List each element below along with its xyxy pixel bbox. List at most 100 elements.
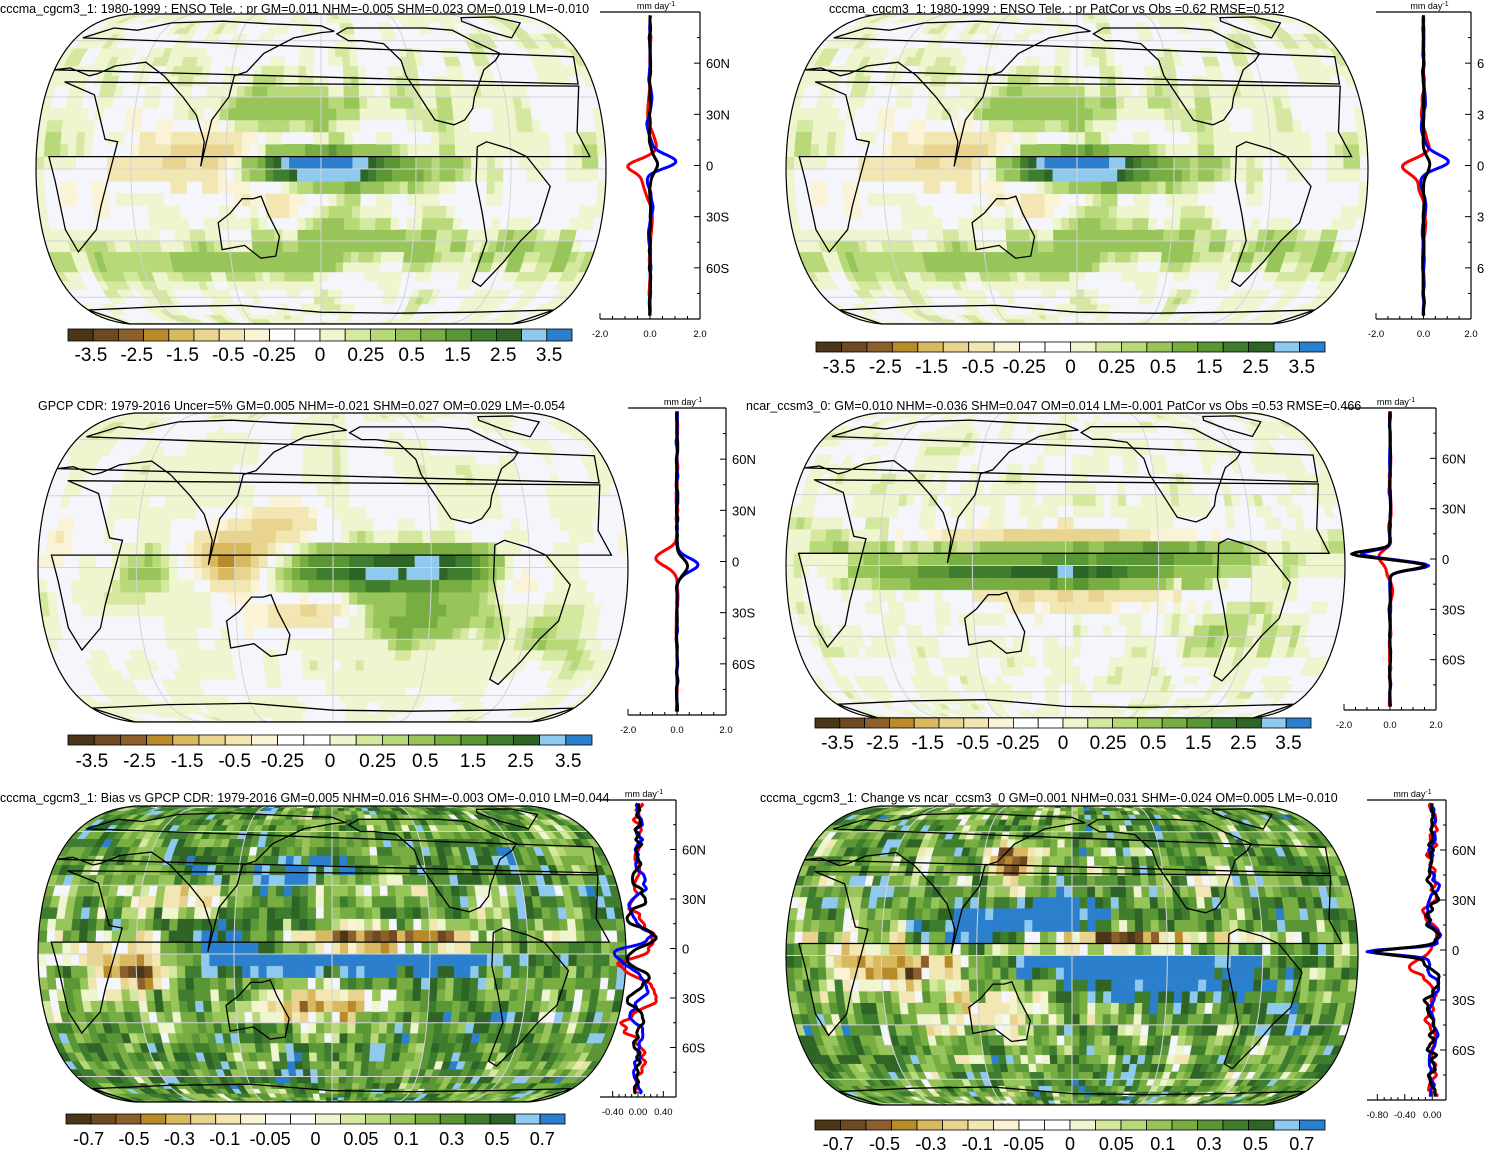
- field-cell: [363, 649, 373, 661]
- colorbar-swatch: [891, 341, 919, 353]
- field-cell: [1162, 229, 1173, 242]
- field-cell: [267, 85, 276, 98]
- panel-title: GPCP CDR: 1979-2016 Uncer=5% GM=0.005 NH…: [38, 399, 565, 413]
- field-cell: [275, 75, 284, 87]
- colorbar-swatch: [968, 341, 995, 353]
- field-cell: [284, 506, 294, 519]
- field-cell: [1052, 15, 1060, 20]
- field-cell: [522, 217, 533, 230]
- field-cell: [356, 616, 366, 629]
- colorbar-label: 1.5: [1196, 357, 1222, 378]
- field-cell: [434, 639, 445, 651]
- field-cell: [1254, 156, 1264, 170]
- field-cell: [275, 262, 285, 273]
- field-cell: [383, 181, 393, 194]
- field-cell: [1177, 240, 1187, 253]
- field-cell: [1133, 144, 1142, 157]
- field-cell: [259, 240, 269, 253]
- field-cell: [366, 85, 375, 98]
- colorbar-swatch: [815, 341, 842, 353]
- field-cell: [283, 567, 293, 581]
- field-cell: [155, 119, 166, 133]
- field-cell: [160, 567, 170, 581]
- field-cell: [282, 229, 291, 242]
- field-cell: [364, 639, 373, 651]
- field-cell: [328, 119, 337, 133]
- field-cell: [882, 168, 892, 182]
- field-cell: [193, 592, 204, 605]
- field-cell: [1069, 280, 1078, 290]
- field-cell: [996, 119, 1006, 133]
- field-cell: [1083, 303, 1091, 311]
- field-cell: [422, 530, 432, 543]
- field-cell: [194, 144, 203, 157]
- field-cell: [235, 96, 245, 109]
- field-cell: [1326, 144, 1336, 157]
- field-cell: [1221, 144, 1231, 157]
- field-cell: [136, 592, 147, 605]
- field-cell: [931, 168, 940, 182]
- field-cell: [336, 205, 345, 219]
- field-cell: [1246, 156, 1256, 170]
- field-cell: [1188, 205, 1198, 219]
- field-cell: [1092, 229, 1101, 242]
- field-cell: [1117, 144, 1126, 157]
- field-cell: [250, 119, 259, 133]
- field-cell: [365, 554, 375, 568]
- field-cell: [1007, 75, 1017, 87]
- field-cell: [320, 217, 330, 230]
- field-cell: [170, 604, 180, 617]
- field-cell: [488, 554, 498, 568]
- field-cell: [332, 679, 341, 688]
- field-cell: [357, 579, 366, 593]
- field-cell: [1068, 217, 1078, 230]
- field-cell: [415, 144, 425, 157]
- field-cell: [234, 592, 244, 605]
- field-cell: [1004, 131, 1014, 145]
- field-cell: [1063, 303, 1071, 311]
- colorbar-swatch: [92, 328, 119, 342]
- field-cell: [1028, 119, 1038, 133]
- field-cell: [1013, 229, 1023, 242]
- field-cell: [36, 156, 45, 170]
- field-cell: [198, 48, 209, 58]
- field-cell: [1211, 217, 1221, 230]
- field-cell: [1068, 96, 1078, 109]
- field-cell: [1204, 205, 1214, 219]
- field-cell: [909, 217, 920, 230]
- field-cell: [55, 530, 65, 543]
- field-cell: [898, 156, 908, 170]
- field-cell: [305, 229, 314, 242]
- field-cell: [955, 156, 965, 170]
- field-cell: [219, 108, 229, 121]
- field-cell: [1146, 240, 1156, 253]
- field-cell: [1046, 262, 1055, 273]
- field-cell: [469, 506, 479, 519]
- field-cell: [358, 85, 368, 98]
- field-cell: [373, 579, 383, 593]
- field-cell: [1060, 108, 1070, 121]
- field-cell: [580, 131, 590, 145]
- field-cell: [443, 627, 454, 640]
- field-cell: [934, 229, 945, 242]
- field-cell: [1205, 131, 1215, 145]
- field-cell: [1083, 289, 1092, 298]
- field-cell: [153, 604, 164, 617]
- field-cell: [1076, 251, 1085, 263]
- field-cell: [1286, 144, 1296, 157]
- field-cell: [1351, 156, 1361, 170]
- field-cell: [270, 280, 279, 290]
- field-cell: [340, 627, 350, 640]
- field-cell: [308, 604, 318, 617]
- field-cell: [951, 240, 962, 253]
- field-cell: [267, 75, 277, 87]
- field-cell: [350, 65, 359, 76]
- field-cell: [119, 579, 130, 593]
- field-cell: [997, 96, 1007, 109]
- field-cell: [1130, 251, 1140, 263]
- field-cell: [1091, 48, 1100, 58]
- field-cell: [939, 131, 949, 145]
- field-cell: [283, 530, 293, 543]
- field-cell: [392, 455, 402, 466]
- field-cell: [410, 649, 420, 661]
